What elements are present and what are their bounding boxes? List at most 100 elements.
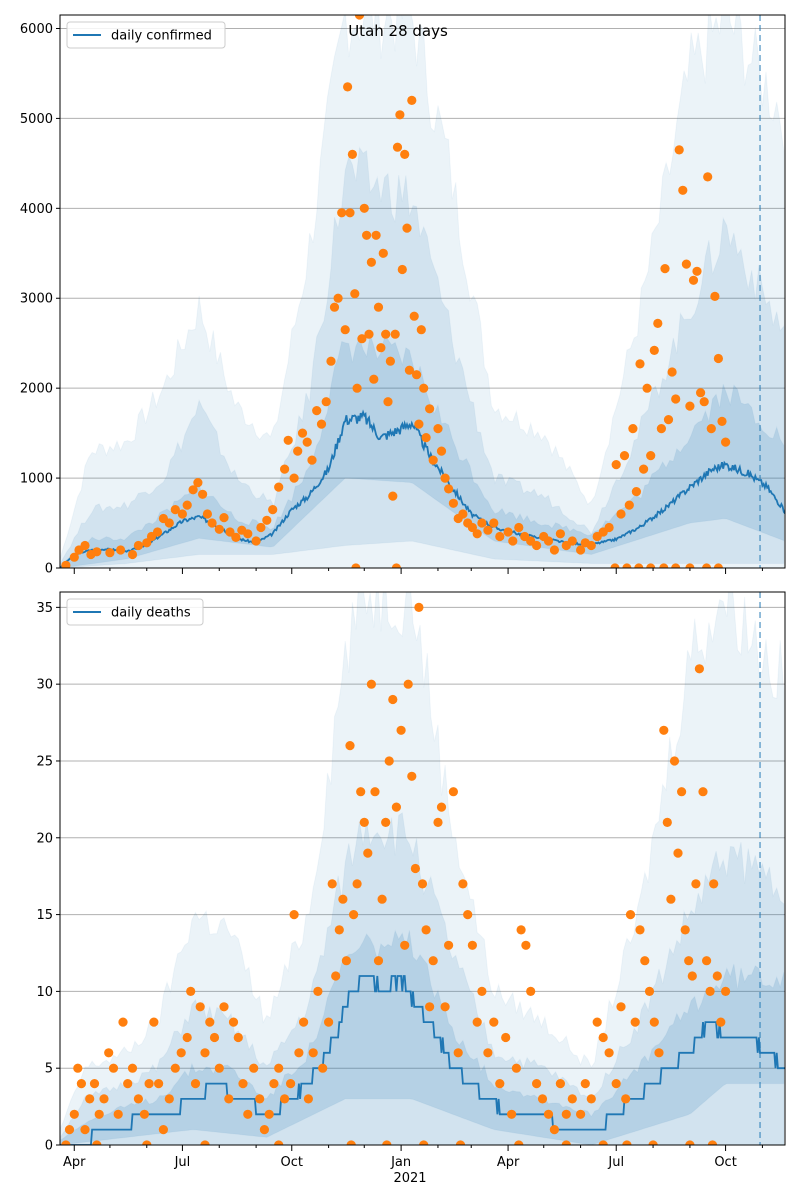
y-tick-label: 25 <box>36 754 53 769</box>
data-point <box>598 1032 608 1043</box>
data-point <box>133 540 143 551</box>
data-point <box>400 940 410 950</box>
data-point <box>598 1140 608 1145</box>
daily-confirmed-plot-area <box>60 15 785 568</box>
data-point <box>646 451 656 461</box>
data-point <box>710 291 720 301</box>
x-tick-label: Oct <box>714 1155 736 1170</box>
data-point <box>214 1063 224 1073</box>
data-point <box>391 802 401 812</box>
x-tick-label: Jul <box>607 1155 624 1170</box>
data-point <box>294 1048 304 1058</box>
data-point <box>274 1063 284 1073</box>
y-tick-label: 0 <box>45 562 53 577</box>
data-point <box>370 787 380 797</box>
data-point <box>381 817 391 828</box>
y-tick-label: 1000 <box>20 472 53 487</box>
uncertainty-band <box>60 592 785 1145</box>
data-point <box>385 356 395 366</box>
data-point <box>384 756 394 766</box>
data-point <box>264 1109 274 1119</box>
data-point <box>364 329 374 339</box>
data-point <box>80 1125 90 1135</box>
data-point <box>352 879 362 889</box>
deaths-chart: 0 5 10 15 20 25 30 35 Apr Jul Oct Jan Apr Jul Oct daily… <box>36 591 786 1170</box>
data-point <box>92 547 102 557</box>
data-point <box>382 1140 392 1145</box>
data-point <box>514 522 524 533</box>
data-point <box>373 956 384 966</box>
chart-title: Utah 28 days <box>348 22 448 40</box>
data-point <box>472 1017 482 1027</box>
data-point <box>463 910 473 920</box>
data-point <box>207 518 217 528</box>
data-point <box>684 956 694 966</box>
y-tick-label: 5 <box>45 1062 53 1077</box>
data-point <box>200 1140 210 1145</box>
data-point <box>567 1094 577 1104</box>
uncertainty-band <box>60 146 785 568</box>
uncertainty-band <box>60 929 785 1145</box>
data-point <box>259 1125 269 1135</box>
data-point <box>440 1002 450 1012</box>
data-point <box>495 1079 505 1089</box>
data-point <box>116 545 126 555</box>
data-point <box>659 725 669 735</box>
data-point <box>262 515 272 525</box>
data-point <box>453 1048 463 1058</box>
data-point <box>269 1079 279 1089</box>
data-point <box>362 230 372 240</box>
data-point <box>337 208 347 218</box>
y-tick-label: 15 <box>36 908 53 923</box>
data-point <box>297 428 308 438</box>
data-point <box>373 302 384 312</box>
data-point <box>308 1048 318 1058</box>
data-point <box>219 1002 229 1012</box>
year-label: 2021 <box>393 1171 426 1186</box>
data-point <box>359 203 369 213</box>
y-tick-label: 0 <box>45 1139 53 1154</box>
data-point <box>436 802 447 812</box>
data-point <box>489 1017 499 1027</box>
data-point <box>404 365 414 375</box>
data-point <box>195 1002 205 1012</box>
data-point <box>663 415 674 425</box>
data-point <box>631 487 642 497</box>
data-point <box>293 446 303 456</box>
data-point <box>170 505 180 515</box>
data-point <box>99 1094 109 1104</box>
y-tick-label: 30 <box>36 678 53 693</box>
data-point <box>648 1140 658 1145</box>
data-point <box>321 397 331 407</box>
data-point <box>696 388 706 398</box>
data-point <box>555 1079 566 1089</box>
data-point <box>198 489 208 499</box>
data-point <box>312 406 322 416</box>
data-point <box>669 756 680 766</box>
data-point <box>624 500 634 510</box>
data-point <box>507 1109 517 1119</box>
data-point <box>182 1032 192 1043</box>
data-point <box>526 986 536 997</box>
data-point <box>346 1140 356 1145</box>
data-point <box>549 1125 560 1135</box>
data-point <box>333 293 343 303</box>
y-tick-label: 10 <box>36 985 53 1000</box>
daily-deaths-plot-area <box>60 592 785 1145</box>
data-point <box>425 404 435 414</box>
data-point <box>209 1032 220 1043</box>
data-point <box>177 509 187 519</box>
data-point <box>391 563 401 568</box>
data-point <box>576 545 586 555</box>
data-point <box>576 1109 586 1119</box>
data-point <box>706 424 716 434</box>
data-point <box>628 424 638 434</box>
data-point <box>313 986 323 997</box>
data-point <box>635 359 645 369</box>
data-point <box>89 1079 100 1089</box>
x-tick-label: Jul <box>174 1155 191 1170</box>
data-point <box>176 1048 186 1058</box>
y-tick-label: 3000 <box>20 292 53 307</box>
data-point <box>721 437 731 447</box>
data-point <box>448 787 458 797</box>
